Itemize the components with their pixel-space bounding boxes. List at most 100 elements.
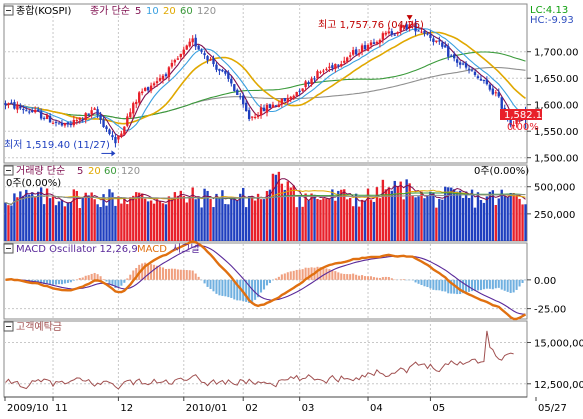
volume-bar <box>331 189 334 241</box>
candle-body <box>259 107 263 116</box>
candle-body <box>13 102 16 109</box>
candle-body <box>173 60 177 63</box>
candle-body <box>185 45 188 50</box>
candle-body <box>152 83 156 86</box>
macd-header: MACD Oscillator 12,26,9 MACD 시그널 <box>3 243 200 255</box>
volume-bar <box>244 207 248 241</box>
candle-body <box>247 110 251 120</box>
volume-bar <box>289 187 292 241</box>
volume-bar <box>48 198 52 241</box>
volume-bar <box>292 185 295 241</box>
candle-body <box>170 62 174 67</box>
candle-body <box>280 98 284 105</box>
candle-body <box>176 58 180 60</box>
volume-bar <box>164 204 168 241</box>
volume-bar <box>158 200 162 241</box>
candle-body <box>239 96 242 98</box>
volume-bar <box>351 206 355 241</box>
candle-body <box>378 39 382 44</box>
candle-body <box>512 124 515 127</box>
volume-bar <box>13 193 16 241</box>
volume-bar <box>250 196 254 241</box>
candle-body <box>93 108 96 110</box>
candle-body <box>313 78 316 80</box>
volume-bar <box>96 204 99 241</box>
x-tick-label: 05/27 <box>538 403 567 414</box>
candle-body <box>476 76 480 79</box>
candle-body <box>96 109 99 116</box>
volume-bar <box>521 204 524 241</box>
candle-body <box>48 115 52 123</box>
candle-body <box>316 71 319 79</box>
candle-body <box>372 42 376 44</box>
candle-body <box>51 122 55 124</box>
candle-body <box>233 84 236 92</box>
volume-bar <box>491 190 495 241</box>
candle-body <box>31 110 34 112</box>
price-y-tick-label: 1,650.00 <box>534 74 579 85</box>
volume-bar <box>506 197 509 241</box>
candle-body <box>102 119 105 127</box>
candle-body <box>90 110 93 115</box>
volume-bar <box>167 196 171 241</box>
candle-body <box>458 62 462 65</box>
volume-bar <box>206 190 209 241</box>
candle-body <box>328 66 331 68</box>
volume-bar <box>337 190 340 241</box>
candle-body <box>349 55 352 57</box>
candle-body <box>420 31 423 33</box>
candle-body <box>331 65 334 69</box>
candle-body <box>22 109 25 111</box>
candle-body <box>298 90 301 92</box>
volume-bar <box>500 189 503 241</box>
candle-body <box>158 78 162 81</box>
volume-bar <box>60 199 64 241</box>
volume-bar <box>239 193 242 241</box>
volume-bar <box>298 195 301 241</box>
volume-bar <box>84 192 87 241</box>
x-tick-label: 11 <box>55 403 68 414</box>
x-tick-label: 2010/01 <box>186 403 228 414</box>
volume-bar <box>441 199 444 241</box>
volume-y-tick-label: 250,000 <box>534 210 575 221</box>
volume-bar <box>349 197 352 241</box>
candle-body <box>408 24 411 28</box>
volume-bar <box>111 192 114 241</box>
volume-bar <box>179 190 182 241</box>
candle-body <box>265 104 269 113</box>
volume-bar <box>126 204 129 241</box>
volume-bar <box>509 192 512 241</box>
volume-bar <box>242 187 245 241</box>
candle-body <box>72 120 76 126</box>
volume-bar <box>155 199 159 241</box>
volume-bar <box>277 171 281 241</box>
candle-body <box>84 113 87 120</box>
volume-ma-120: 120 <box>121 166 140 177</box>
price-ma-10: 10 <box>146 6 159 17</box>
x-axis: 2009/10 11 12 2010/01 02 03 04 05 05/27 <box>4 396 567 414</box>
candle-body <box>354 49 358 55</box>
volume-bar <box>393 180 396 241</box>
candle-body <box>149 85 153 91</box>
volume-bar <box>310 193 313 241</box>
volume-bar <box>45 188 49 241</box>
candle-body <box>369 42 373 46</box>
volume-bar <box>203 188 206 241</box>
candle-body <box>473 71 477 75</box>
candle-body <box>108 129 111 134</box>
candle-body <box>39 111 43 119</box>
candle-body <box>301 88 304 91</box>
volume-bar <box>227 204 230 241</box>
volume-bar <box>363 200 367 241</box>
candle-body <box>194 37 197 47</box>
volume-bar <box>518 198 521 241</box>
volume-bar <box>384 189 388 241</box>
candle-body <box>268 104 272 108</box>
volume-bar <box>280 183 284 241</box>
candle-body <box>10 102 13 104</box>
deposit-line <box>5 330 514 390</box>
volume-bar <box>200 207 203 241</box>
candle-body <box>129 112 132 118</box>
volume-bar <box>28 194 31 241</box>
